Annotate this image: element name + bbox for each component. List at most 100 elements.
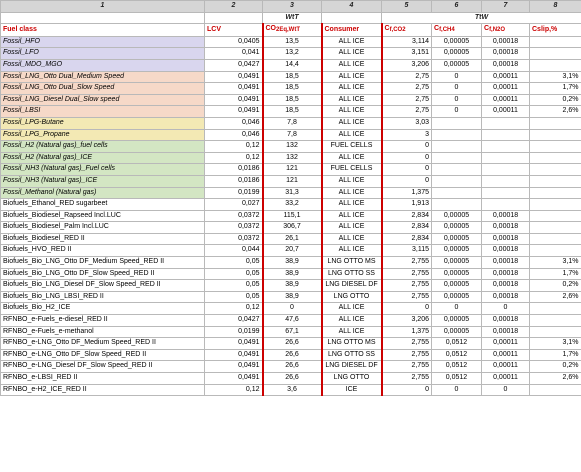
consumer-cell: ALL ICE (320, 302, 382, 316)
cf-ch4-cell (431, 186, 482, 200)
cf-n2o-cell: 0,00011 (481, 105, 530, 118)
lcv-cell: 0,0491 (204, 360, 263, 373)
cf-n2o-cell: 0,00011 (481, 372, 530, 385)
cslip-cell (529, 302, 581, 316)
cslip-cell (529, 209, 581, 223)
fuel-class-cell: Fossil_H2 (Natural gas)_fuel cells (0, 140, 205, 153)
cf-ch4-cell: 0,0512 (431, 372, 482, 385)
cf-ch4-cell: 0,00005 (431, 47, 482, 60)
consumer-cell: ALL ICE (320, 35, 382, 49)
table-row: Fossil_NH3 (Natural gas)_Fuel cells 0,018… (0, 163, 581, 176)
cf-ch4-cell (431, 151, 482, 165)
lcv-cell: 0,0427 (204, 58, 263, 72)
co2-wtt-cell: 31,3 (261, 186, 322, 200)
co2-wtt-cell: 38,9 (261, 279, 322, 292)
wtt-group-label: WtT (262, 11, 322, 25)
co2-wtt-cell: 18,5 (261, 105, 322, 118)
cslip-cell: 1,7% (529, 348, 581, 362)
fuel-class-cell: RFNBO_e-Fuels_e-diesel_RED II (0, 314, 205, 327)
consumer-cell: LNG OTTO (320, 372, 382, 385)
table-row: RFNBO_e-H2_ICE_RED II 0,12 3,6 ICE 0 0 0 (0, 383, 581, 397)
co2-wtt-cell: 13,5 (261, 35, 322, 49)
consumer-cell: ALL ICE (320, 47, 382, 60)
table-row: RFNBO_e-Fuels_e-methanol 0,0199 67,1 ALL IC… (0, 325, 581, 339)
cf-n2o-cell: 0,00018 (481, 244, 530, 258)
cf-ch4-cell (431, 163, 482, 176)
lcv-cell: 0,12 (204, 383, 263, 397)
fuel-class-cell: Fossil_LFO (0, 47, 205, 60)
lcv-cell: 0,0199 (204, 186, 263, 200)
cf-co2-cell: 2,75 (380, 105, 432, 118)
lcv-cell: 0,0427 (204, 314, 263, 327)
consumer-cell: LNG OTTO (320, 290, 382, 304)
co2-wtt-cell: 132 (261, 151, 322, 165)
lcv-cell: 0,12 (204, 140, 263, 153)
cslip-cell (529, 221, 581, 234)
cf-ch4-cell: 0 (431, 105, 482, 118)
co2-wtt-cell: 26,1 (261, 232, 322, 246)
cf-ch4-cell: 0,00005 (431, 35, 482, 49)
consumer-cell: ALL ICE (320, 209, 382, 223)
cf-ch4-cell (431, 174, 482, 188)
cf-n2o-cell: 0,00018 (481, 47, 530, 60)
cslip-cell (529, 140, 581, 153)
consumer-cell: ALL ICE (320, 244, 382, 258)
cf-co2-cell: 2,755 (380, 360, 432, 373)
cslip-cell: 3,1% (529, 70, 581, 84)
cf-co2-cell: 2,75 (380, 70, 432, 84)
co2-wtt-cell: 47,6 (261, 314, 322, 327)
fuel-class-cell: Biofuels_Biodiesel_Palm Incl.LUC (0, 221, 205, 234)
cf-co2-cell: 0 (380, 174, 432, 188)
cf-co2-cell: 2,755 (380, 337, 432, 350)
cf-co2-header: Cf,CO2 (380, 23, 432, 37)
consumer-cell: ALL ICE (320, 232, 382, 246)
consumer-cell: LNG DIESEL DF (320, 279, 382, 292)
cf-ch4-cell: 0,00005 (431, 314, 482, 327)
cf-n2o-cell: 0,00011 (481, 348, 530, 362)
cslip-cell (529, 151, 581, 165)
cf-co2-cell: 1,375 (380, 325, 432, 339)
cf-n2o-cell: 0,00018 (481, 290, 530, 304)
lcv-cell: 0,0372 (204, 232, 263, 246)
fuel-class-cell: Biofuels_Bio_LNG_LBSI_RED II (0, 290, 205, 304)
cf-n2o-cell: 0,00018 (481, 221, 530, 234)
cf-n2o-cell (481, 140, 530, 153)
co2-wtt-cell: 38,9 (261, 290, 322, 304)
co2-wtt-cell: 67,1 (261, 325, 322, 339)
blank-cell (204, 11, 263, 25)
cf-co2-cell: 0 (380, 302, 432, 316)
blank-cell (0, 11, 205, 25)
cslip-cell: 0,2% (529, 93, 581, 107)
cf-co2-cell: 3,03 (380, 116, 432, 130)
consumer-header: Consumer (320, 23, 382, 37)
lcv-cell: 0,0491 (204, 82, 263, 95)
lcv-cell: 0,027 (204, 198, 263, 211)
cf-n2o-cell: 0 (481, 383, 530, 397)
table-row: Fossil_LNG_Diesel Dual_Slow speed 0,0491 1… (0, 93, 581, 107)
cf-n2o-cell: 0,00011 (481, 93, 530, 107)
table-row: Fossil_HFO 0,0405 13,5 ALL ICE 3,114 0,00005 0… (0, 35, 581, 49)
co2-wtt-cell: 121 (261, 174, 322, 188)
cf-ch4-cell (431, 116, 482, 130)
table-row: Fossil_LPG-Butane 0,046 7,8 ALL ICE 3,03 (0, 116, 581, 130)
co2-wtt-cell: 26,6 (261, 337, 322, 350)
emission-factors-table: 1 2 3 4 5 6 7 8 WtT TtW Fuel class LCV C… (0, 0, 581, 397)
co2-wtt-cell: 306,7 (261, 221, 322, 234)
consumer-cell: ALL ICE (320, 174, 382, 188)
table-row: Fossil_LNG_Otto Dual_Slow Speed 0,0491 18,… (0, 82, 581, 95)
fuel-class-cell: RFNBO_e-Fuels_e-methanol (0, 325, 205, 339)
cf-header-main: C (484, 25, 490, 33)
cf-n2o-cell: 0,00018 (481, 209, 530, 223)
cslip-cell: 2,6% (529, 105, 581, 118)
lcv-cell: 0,0199 (204, 325, 263, 339)
fuel-class-cell: Biofuels_Bio_H2_ICE (0, 302, 205, 316)
consumer-cell: FUEL CELLS (320, 163, 382, 176)
cf-co2-cell: 2,755 (380, 290, 432, 304)
fuel-class-cell: RFNBO_e-LBSI_RED II (0, 372, 205, 385)
table-row: Fossil_LNG_Otto Dual_Medium Speed 0,0491 1… (0, 70, 581, 84)
lcv-cell: 0,0491 (204, 337, 263, 350)
table-row: Biofuels_Bio_H2_ICE 0,12 0 ALL ICE 0 0 0 (0, 302, 581, 316)
cslip-cell: 0,2% (529, 279, 581, 292)
cf-n2o-cell: 0,00018 (481, 232, 530, 246)
cslip-cell: 0,2% (529, 360, 581, 373)
